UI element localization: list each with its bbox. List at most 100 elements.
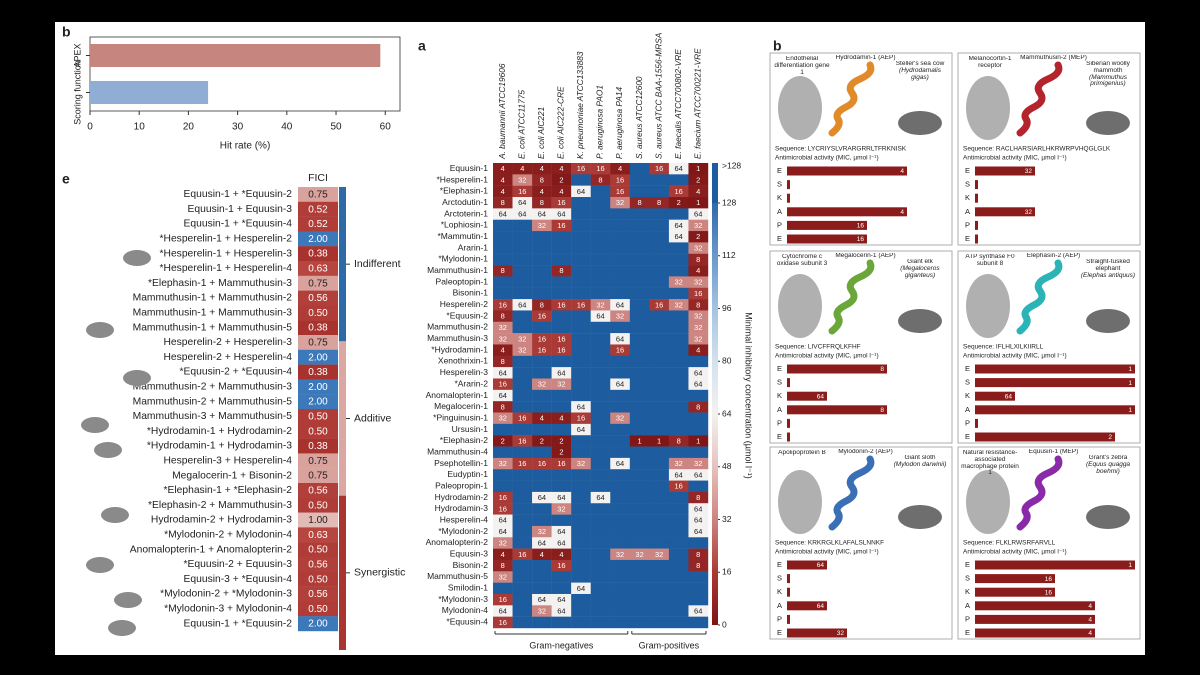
- heatmap-cell: [532, 310, 552, 322]
- heatmap-cell: [512, 253, 533, 266]
- pair-label: Hesperelin-2 + Hesperelin-4: [164, 352, 293, 363]
- heatmap-cell: [532, 525, 552, 538]
- cell-label: 8: [657, 198, 661, 207]
- heatmap-cell: [571, 299, 591, 311]
- heatmap-cell: [551, 174, 572, 186]
- cell-label: 8: [501, 198, 505, 207]
- heatmap-cell: [551, 605, 572, 617]
- pair-label: Hydrodamin-2 + Hydrodamin-3: [151, 515, 292, 526]
- fici-cell: [298, 275, 338, 291]
- x-tick-label: 10: [134, 122, 146, 133]
- cell-label: 64: [616, 300, 624, 309]
- heatmap-cell: [512, 185, 533, 198]
- heatmap-cell: [571, 253, 591, 266]
- heatmap-cell: [668, 219, 689, 232]
- heatmap-cell: [668, 378, 689, 391]
- heatmap-cell: [590, 548, 611, 561]
- strain-letter: E: [777, 432, 782, 441]
- protein-structure: [778, 470, 822, 534]
- heatmap-cell: [532, 514, 552, 527]
- peptide-name-text: Elephasin-2 (AEP): [1026, 253, 1081, 259]
- strain-letter: A: [777, 405, 782, 414]
- heatmap-cell: [688, 480, 709, 493]
- row-label: Mammuthusin-2: [427, 322, 488, 332]
- plot-frame: [89, 36, 401, 112]
- strain-letter: E: [777, 234, 782, 243]
- cell-label: 64: [694, 516, 702, 525]
- strain-letter: K: [777, 587, 782, 596]
- heatmap-cell: [668, 333, 689, 345]
- heatmap-cell: [551, 344, 572, 357]
- heatmap-cell: [610, 503, 631, 515]
- heatmap-cell: [688, 469, 709, 481]
- cell-label: 8: [501, 266, 505, 275]
- heatmap-cell: [590, 185, 611, 198]
- row-label: Mammuthusin-5: [427, 571, 488, 581]
- cell-label: 16: [538, 346, 546, 355]
- heatmap-cell: [590, 605, 611, 617]
- heatmap-cell: [551, 514, 572, 527]
- heatmap-cell: [668, 163, 689, 175]
- colorbar-tick-label: 128: [722, 197, 736, 207]
- animal-icon: [114, 592, 142, 608]
- heatmap-cell: [629, 401, 650, 413]
- heatmap-cell: [532, 197, 552, 209]
- animal-name: Steller's sea cow(Hydrodamalis gigas): [896, 61, 945, 80]
- pair-label: *Elephasin-2 + Mammuthusin-3: [148, 500, 292, 511]
- heatmap-cell: [688, 548, 709, 561]
- cell-label: 16: [538, 312, 546, 321]
- row-label: Arctoterin-1: [444, 208, 488, 218]
- heatmap-cell: [649, 174, 670, 186]
- heatmap-cell: [532, 367, 552, 379]
- column-label: S. aureus ATCC12600: [634, 76, 644, 159]
- protein-name: Apolipoprotein B: [778, 450, 826, 456]
- x-tick-label: 50: [330, 122, 342, 133]
- heatmap-cell: [610, 378, 631, 391]
- heatmap-cell: [512, 457, 533, 470]
- cell-label: 16: [616, 346, 624, 355]
- heatmap-cell: [512, 491, 533, 504]
- pair-label: Equusin-1 + *Equusin-2: [184, 189, 293, 200]
- heatmap-cell: [551, 571, 572, 583]
- heatmap-cell: [668, 276, 689, 288]
- peptide-name-box: Mylodonin-2 (AEP): [828, 449, 903, 456]
- animal-name-box: Straight-tusked elephant (Elephas antiquu…: [1078, 259, 1138, 279]
- heatmap-cell: [532, 537, 552, 549]
- cell-label: 32: [538, 380, 546, 389]
- heatmap-cell: [590, 435, 611, 447]
- heatmap-cell: [610, 344, 631, 357]
- heatmap-cell: [532, 548, 552, 561]
- row-label: Arctodutin-1: [442, 197, 488, 207]
- heatmap-cell: [649, 616, 670, 629]
- mic-bar: [975, 405, 1135, 415]
- cell-label: 64: [499, 210, 507, 219]
- y-tick-label: APEX: [72, 43, 82, 67]
- mic-value: 16: [857, 223, 865, 230]
- heatmap-cell: [688, 446, 709, 459]
- fici-value: 0.56: [308, 293, 328, 304]
- pair-label: Mammuthusin-3 + Mammuthusin-5: [133, 411, 293, 422]
- mic-bar: [975, 391, 1015, 401]
- cell-label: 16: [557, 334, 565, 343]
- heatmap-cell: [590, 344, 611, 357]
- cell-label: 4: [696, 266, 700, 275]
- heatmap-cell: [571, 548, 591, 561]
- cell-label: 4: [501, 346, 505, 355]
- colorbar-tick-label: 96: [722, 303, 732, 313]
- heatmap-cell: [610, 435, 631, 447]
- heatmap-cell: [629, 253, 650, 266]
- mic-bar: [975, 574, 1055, 584]
- pair-label: Mammuthusin-2 + Mammuthusin-5: [133, 396, 293, 407]
- heatmap-cell: [649, 593, 670, 606]
- x-tick-label: 0: [87, 122, 93, 133]
- cell-label: 64: [616, 334, 624, 343]
- fici-cell: [298, 201, 338, 217]
- cell-label: 32: [557, 504, 565, 513]
- row-label: *Mylodonin-2: [438, 526, 488, 536]
- colorbar-tick-label: 48: [722, 461, 732, 471]
- mic-bar: [787, 207, 907, 217]
- cell-label: 4: [501, 550, 505, 559]
- mic-bar: [975, 432, 1115, 442]
- heatmap-cell: [668, 537, 689, 549]
- heatmap-cell: [688, 321, 709, 334]
